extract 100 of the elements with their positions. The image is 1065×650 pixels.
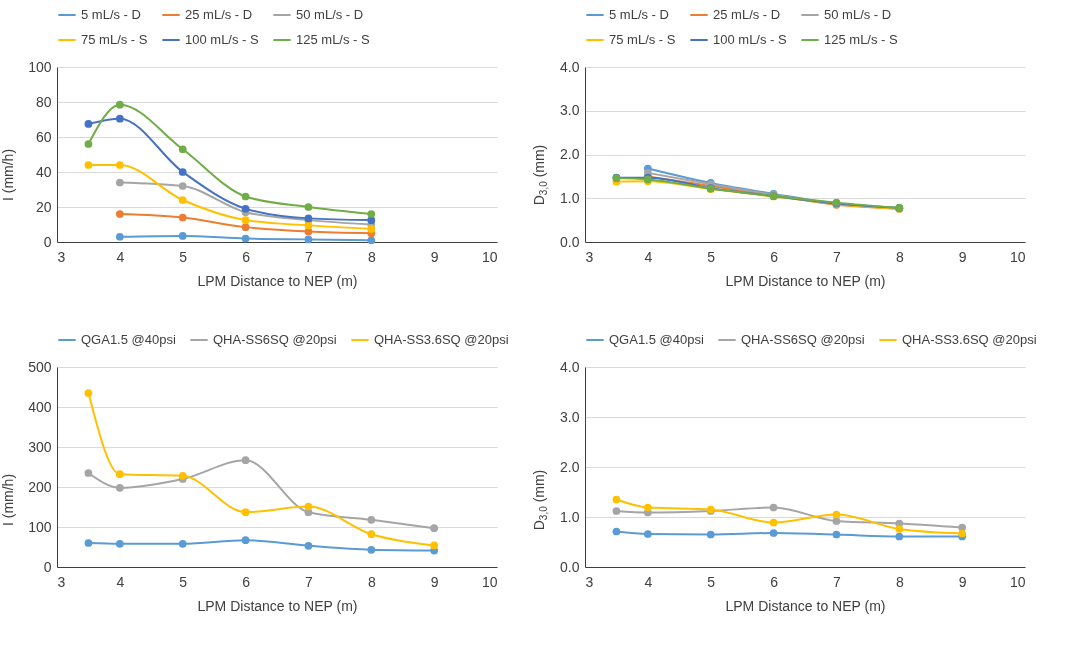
legend-label: 25 mL/s - D: [713, 7, 781, 22]
point: [832, 510, 841, 519]
x-tick-label: 5: [179, 248, 188, 265]
y-tick-label: 0.0: [560, 233, 580, 250]
y-tick-label: 400: [28, 398, 52, 415]
point: [178, 182, 187, 190]
y-tick-label: 2.0: [560, 458, 580, 475]
point: [115, 470, 124, 479]
point: [178, 232, 187, 240]
y-tick-label: 0.0: [560, 558, 580, 575]
point: [115, 114, 124, 123]
x-tick-label: 4: [116, 248, 125, 265]
y-tick-label: 3.0: [560, 408, 580, 425]
y-tick-label: 200: [28, 478, 52, 495]
point: [769, 529, 778, 537]
point: [367, 530, 376, 539]
point: [178, 471, 187, 480]
x-axis-title: LPM Distance to NEP (m): [725, 272, 886, 289]
y-tick-label: 0: [43, 233, 52, 250]
legend-label: 50 mL/s - D: [824, 7, 892, 22]
point: [895, 532, 904, 541]
y-tick-label: 40: [35, 163, 52, 180]
x-tick-label: 5: [179, 573, 188, 590]
legend-label: QGA1.5 @40psi: [609, 332, 704, 347]
point: [115, 161, 124, 169]
point: [84, 539, 93, 547]
x-tick-label: 9: [430, 248, 439, 265]
legend-label: 100 mL/s - S: [713, 32, 788, 47]
legend-label: QGA1.5 @40psi: [81, 332, 176, 347]
x-tick-label: 10: [481, 573, 498, 590]
x-tick-label: 4: [644, 573, 653, 590]
point: [115, 178, 124, 187]
y-tick-label: 3.0: [560, 102, 580, 119]
point: [304, 235, 313, 244]
point: [958, 523, 967, 532]
point: [115, 539, 124, 548]
x-tick-label: 3: [585, 573, 594, 590]
point: [84, 389, 93, 397]
point: [706, 530, 715, 539]
x-tick-label: 8: [367, 573, 376, 590]
x-tick-label: 10: [481, 248, 498, 265]
legend-label: QHA-SS6SQ @20psi: [213, 332, 337, 347]
point: [643, 503, 652, 512]
y-tick-label: 2.0: [560, 146, 580, 162]
point: [178, 213, 187, 222]
point: [304, 502, 313, 511]
y-tick-label: 100: [28, 58, 52, 75]
x-tick-label: 9: [958, 248, 967, 265]
point: [84, 161, 93, 169]
point: [769, 518, 778, 527]
legend-label: 75 mL/s - S: [81, 32, 148, 47]
point: [84, 120, 93, 128]
point: [367, 545, 376, 554]
x-tick-label: 4: [116, 573, 125, 590]
point: [367, 236, 376, 245]
point: [367, 225, 376, 233]
point: [367, 515, 376, 524]
legend-label: 25 mL/s - D: [185, 7, 253, 22]
x-tick-label: 3: [57, 248, 66, 265]
x-tick-label: 6: [770, 248, 779, 265]
point: [769, 503, 778, 512]
point: [612, 507, 621, 515]
y-tick-label: 20: [35, 198, 52, 215]
point: [304, 203, 313, 211]
legend-label: QHA-SS6SQ @20psi: [741, 332, 865, 347]
point: [241, 216, 250, 224]
point: [241, 234, 250, 243]
legend-label: 75 mL/s - S: [609, 32, 676, 47]
point: [84, 469, 93, 477]
x-tick-label: 7: [833, 248, 842, 265]
point: [241, 192, 250, 201]
y-tick-label: 300: [28, 438, 52, 455]
legend-label: QHA-SS3.6SQ @20psi: [374, 332, 509, 347]
x-tick-label: 8: [895, 248, 904, 265]
point: [304, 221, 313, 230]
x-tick-label: 5: [707, 248, 716, 265]
y-axis-title: I (mm/h): [0, 473, 16, 527]
x-tick-label: 10: [1009, 573, 1026, 590]
y-axis-title: I (mm/h): [0, 148, 16, 202]
point: [178, 168, 187, 176]
point: [612, 527, 621, 536]
y-tick-label: 4.0: [560, 358, 580, 375]
point: [612, 495, 621, 504]
legend-label: 5 mL/s - D: [81, 7, 141, 22]
legend-label: 125 mL/s - S: [296, 32, 371, 47]
y-tick-label: 100: [28, 518, 52, 535]
x-tick-label: 10: [1009, 248, 1026, 265]
y-tick-label: 1.0: [560, 508, 580, 525]
x-tick-label: 3: [585, 248, 594, 265]
point: [241, 456, 250, 465]
point: [178, 145, 187, 154]
point: [115, 100, 124, 109]
point: [430, 524, 439, 533]
x-axis-title: LPM Distance to NEP (m): [725, 597, 886, 614]
point: [367, 210, 376, 218]
legend-label: 5 mL/s - D: [609, 7, 669, 22]
point: [832, 517, 841, 525]
y-tick-label: 80: [35, 93, 52, 110]
x-tick-label: 5: [707, 573, 716, 590]
x-tick-label: 9: [958, 573, 967, 590]
